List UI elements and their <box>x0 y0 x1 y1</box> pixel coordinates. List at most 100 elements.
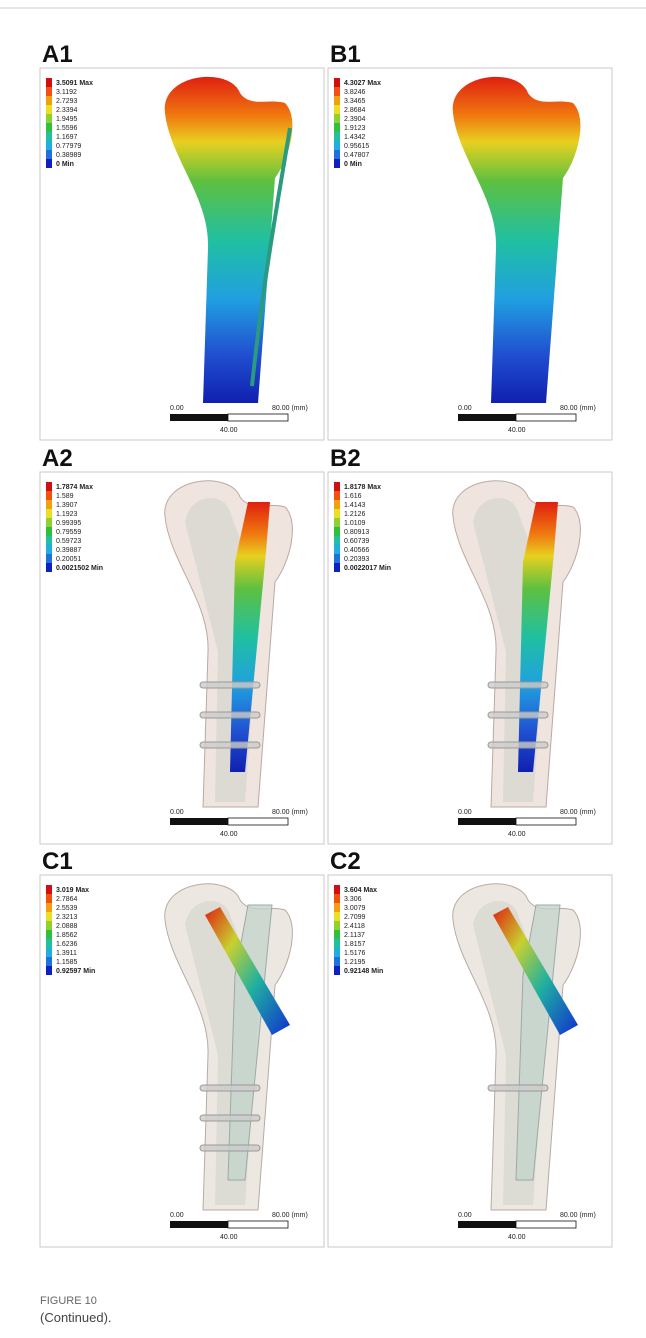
legend-label: 1.8562 <box>56 932 78 939</box>
legend-label: 2.3213 <box>56 914 78 921</box>
legend-swatch <box>46 563 52 572</box>
scale-bar-white <box>516 818 576 825</box>
scale-bar-black <box>170 818 228 825</box>
scale-mid: 40.00 <box>220 1234 238 1241</box>
legend-label: 3.5091 Max <box>56 80 93 87</box>
panel-label: C2 <box>330 848 361 875</box>
legend-label: 1.7874 Max <box>56 484 93 491</box>
legend-label: 3.019 Max <box>56 887 89 894</box>
legend-label: 1.3911 <box>56 950 77 957</box>
legend-swatch <box>46 545 52 554</box>
legend-swatch <box>46 518 52 527</box>
legend-swatch <box>334 554 340 563</box>
panel-label: A2 <box>42 445 73 472</box>
legend-swatch <box>334 912 340 921</box>
legend-label: 1.1697 <box>56 134 78 141</box>
legend-swatch <box>334 921 340 930</box>
legend-label: 1.6236 <box>56 941 78 948</box>
scale-bar-black <box>458 818 516 825</box>
legend-swatch <box>334 132 340 141</box>
panel: 1.7874 Max1.5891.39071.19230.993950.7955… <box>40 472 324 844</box>
legend-label: 2.3394 <box>56 107 78 114</box>
scale-bar-white <box>228 1221 288 1228</box>
legend-swatch <box>46 509 52 518</box>
legend-label: 2.8684 <box>344 107 366 114</box>
scale-start: 0.00 <box>458 809 472 816</box>
legend-swatch <box>334 87 340 96</box>
legend-label: 0.99395 <box>56 520 81 527</box>
legend-label: 1.1585 <box>56 959 78 966</box>
legend-label: 1.8157 <box>344 941 366 948</box>
scale-bar-black <box>458 1221 516 1228</box>
legend-swatch <box>334 966 340 975</box>
locking-screw <box>200 742 260 748</box>
legend-label: 0.0021502 Min <box>56 565 103 572</box>
legend-label: 2.7099 <box>344 914 366 921</box>
legend-swatch <box>46 885 52 894</box>
locking-screw <box>200 712 260 718</box>
legend-swatch <box>334 105 340 114</box>
scale-mid: 40.00 <box>508 1234 526 1241</box>
legend-label: 3.0079 <box>344 905 366 912</box>
figure-caption: (Continued). <box>40 1310 112 1325</box>
legend-label: 2.7864 <box>56 896 78 903</box>
panel-label: A1 <box>42 41 73 68</box>
legend-label: 0 Min <box>344 161 362 168</box>
legend-swatch <box>334 563 340 572</box>
legend-label: 1.2195 <box>344 959 366 966</box>
legend-label: 0.0022017 Min <box>344 565 391 572</box>
locking-screw <box>200 1145 260 1151</box>
legend-label: 0.80913 <box>344 529 369 536</box>
scale-bar-black <box>458 414 516 421</box>
scale-bar-white <box>228 818 288 825</box>
legend-label: 0.40566 <box>344 547 369 554</box>
legend-swatch <box>334 482 340 491</box>
legend-swatch <box>334 150 340 159</box>
legend-swatch <box>334 948 340 957</box>
legend-swatch <box>46 491 52 500</box>
legend-swatch <box>334 894 340 903</box>
scale-end: 80.00 (mm) <box>272 809 308 816</box>
legend-swatch <box>334 939 340 948</box>
scale-mid: 40.00 <box>508 831 526 838</box>
figure: FIGURE 10 (Continued). A13.5091 Max3.119… <box>0 0 646 1333</box>
legend-swatch <box>46 903 52 912</box>
legend-swatch <box>46 500 52 509</box>
legend-swatch <box>334 141 340 150</box>
scale-end: 80.00 (mm) <box>560 405 596 412</box>
legend-label: 1.5176 <box>344 950 366 957</box>
legend-label: 1.9495 <box>56 116 78 123</box>
scale-start: 0.00 <box>458 1212 472 1219</box>
legend-swatch <box>334 930 340 939</box>
legend-swatch <box>46 939 52 948</box>
legend-swatch <box>46 87 52 96</box>
legend-label: 1.5596 <box>56 125 78 132</box>
legend-label: 1.1923 <box>56 511 78 518</box>
legend-swatch <box>46 141 52 150</box>
legend-swatch <box>46 105 52 114</box>
scale-bar-black <box>170 414 228 421</box>
legend-swatch <box>46 132 52 141</box>
legend-swatch <box>46 482 52 491</box>
legend-swatch <box>334 114 340 123</box>
legend-swatch <box>46 921 52 930</box>
panel: 3.604 Max3.3063.00792.70992.41182.11371.… <box>328 875 612 1247</box>
legend-label: 2.7293 <box>56 98 78 105</box>
legend-label: 1.2126 <box>344 511 366 518</box>
legend-label: 3.3465 <box>344 98 366 105</box>
panel-label: B2 <box>330 445 361 472</box>
legend-label: 0.95615 <box>344 143 369 150</box>
legend-swatch <box>334 509 340 518</box>
legend-swatch <box>46 957 52 966</box>
scale-bar-white <box>516 1221 576 1228</box>
legend-label: 0.20393 <box>344 556 369 563</box>
legend-label: 0.39887 <box>56 547 81 554</box>
legend-label: 1.4342 <box>344 134 366 141</box>
legend-swatch <box>334 491 340 500</box>
legend-swatch <box>46 930 52 939</box>
scale-start: 0.00 <box>170 405 184 412</box>
scale-bar-black <box>170 1221 228 1228</box>
legend-swatch <box>334 123 340 132</box>
legend-label: 0.47807 <box>344 152 369 159</box>
legend-swatch <box>46 123 52 132</box>
